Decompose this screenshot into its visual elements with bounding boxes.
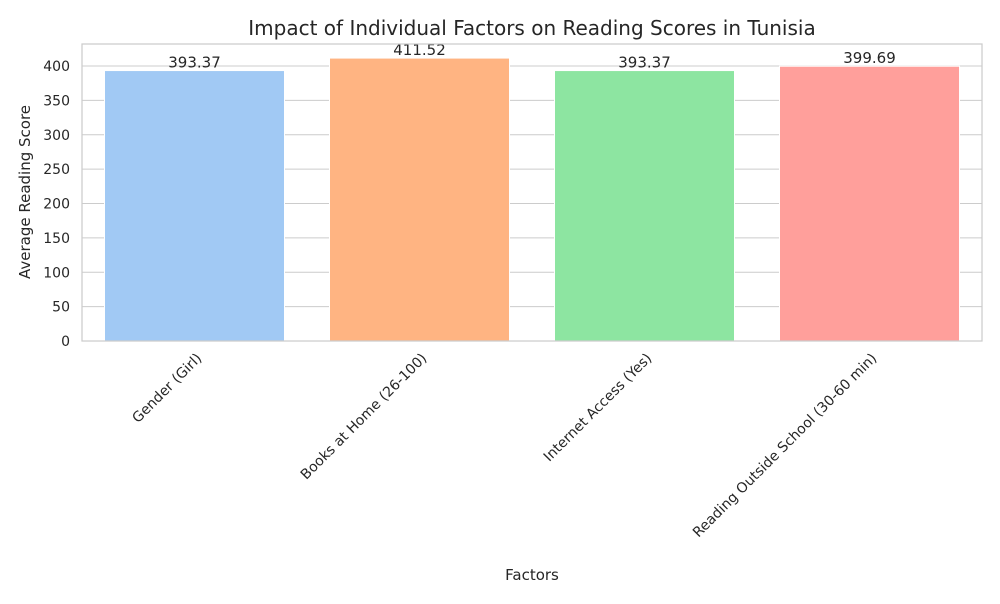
- data-labels: 393.37 411.52 393.37 399.69: [168, 41, 896, 71]
- y-tick-labels: 0 50 100 150 200 250 300 350 400: [43, 59, 70, 350]
- bar-value-label: 393.37: [168, 54, 221, 72]
- y-tick-label: 350: [43, 93, 70, 109]
- y-axis-label: Average Reading Score: [16, 105, 34, 279]
- x-tick-label: Internet Access (Yes): [541, 351, 656, 466]
- y-tick-label: 100: [43, 265, 70, 281]
- y-tick-label: 0: [61, 334, 70, 350]
- x-tick-labels: Gender (Girl) Books at Home (26-100) Inter…: [129, 351, 880, 541]
- bar: [779, 65, 960, 342]
- bar-value-label: 399.69: [843, 49, 896, 67]
- bars: [104, 57, 960, 342]
- plot-frame: [81, 43, 983, 342]
- bar-value-label: 393.37: [618, 54, 671, 72]
- bar: [104, 70, 285, 342]
- bar: [329, 57, 510, 342]
- y-tick-label: 250: [43, 162, 70, 178]
- y-tick-label: 150: [43, 231, 70, 247]
- y-tick-label: 200: [43, 197, 70, 213]
- chart-title: Impact of Individual Factors on Reading …: [248, 16, 815, 40]
- y-tick-label: 50: [52, 300, 70, 316]
- y-tick-label: 300: [43, 128, 70, 144]
- x-tick-label: Books at Home (26-100): [298, 351, 431, 484]
- bar-value-label: 411.52: [393, 41, 446, 59]
- x-tick-label: Gender (Girl): [129, 351, 205, 427]
- bar: [554, 70, 735, 342]
- x-axis-label: Factors: [505, 566, 559, 584]
- y-tick-label: 400: [43, 59, 70, 75]
- x-tick-label: Reading Outside School (30-60 min): [690, 351, 880, 541]
